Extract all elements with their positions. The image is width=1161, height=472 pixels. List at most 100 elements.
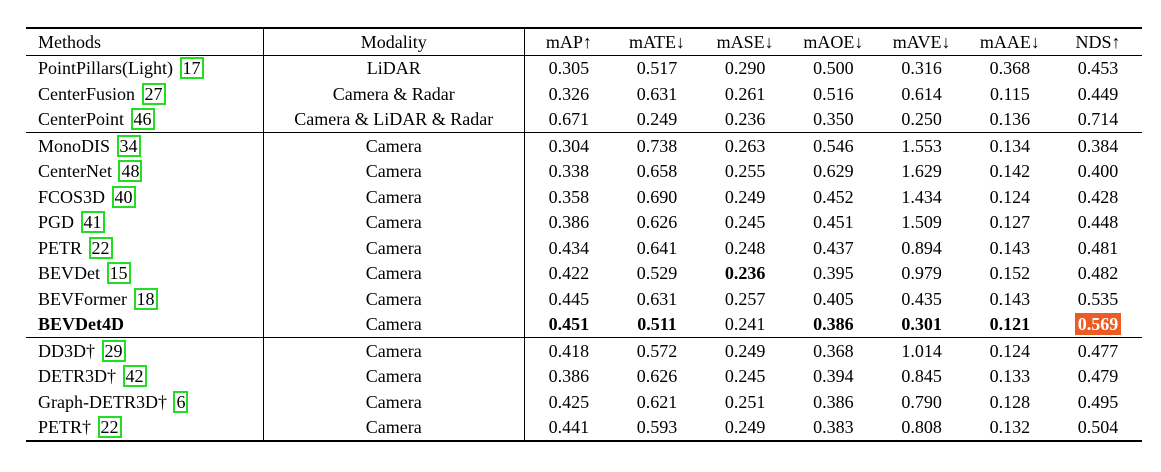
citation-link[interactable]: 34: [116, 134, 141, 157]
map-cell: 0.425: [548, 391, 590, 412]
table-row: Graph-DETR3D† 6 Camera 0.425 0.621 0.251…: [26, 389, 1142, 415]
mate-cell: 0.631: [636, 288, 678, 309]
method-name: Graph-DETR3D†: [38, 391, 167, 412]
method-name: PETR: [38, 237, 83, 258]
maoe-cell: 0.394: [813, 366, 854, 386]
method-cell: FCOS3D 40: [26, 184, 264, 210]
method-cell: BEVDet 15: [26, 260, 264, 286]
maoe-cell: 0.383: [813, 417, 854, 437]
maoe-cell: 0.368: [813, 340, 854, 361]
header-maae: mAAE↓: [979, 31, 1040, 52]
method-name: CenterNet: [38, 161, 112, 181]
method-name: MonoDIS: [38, 135, 111, 156]
modality-cell: Camera: [263, 209, 525, 235]
header-mave: mAVE↓: [892, 31, 951, 52]
method-name: FCOS3D: [38, 186, 106, 207]
nds-cell: 0.477: [1077, 340, 1119, 361]
table-row: DETR3D† 42 Camera 0.386 0.626 0.245 0.39…: [26, 363, 1142, 389]
mase-cell: 0.245: [724, 212, 766, 232]
mave-cell: 1.509: [901, 212, 942, 232]
citation-link[interactable]: 22: [97, 416, 122, 438]
mate-cell: 0.572: [636, 340, 678, 361]
header-mate: mATE↓: [628, 31, 685, 52]
method-name: BEVDet: [38, 263, 100, 283]
modality-cell: Camera & LiDAR & Radar: [263, 106, 525, 133]
table-row: MonoDIS 34 Camera 0.304 0.738 0.263 0.54…: [26, 132, 1142, 159]
maoe-cell: 0.451: [813, 212, 854, 232]
maae-cell: 0.128: [989, 391, 1031, 412]
mase-cell: 0.257: [724, 288, 766, 309]
modality-cell: Camera: [263, 311, 525, 338]
maoe-cell: 0.546: [813, 135, 854, 156]
maoe-cell: 0.350: [813, 109, 854, 129]
maae-cell: 0.134: [989, 135, 1031, 156]
results-table: Methods Modality mAP↑ mATE↓ mASE↓ mAOE↓ …: [26, 27, 1142, 442]
mave-cell: 0.894: [901, 237, 942, 258]
maae-cell: 0.133: [989, 366, 1031, 386]
maoe-cell: 0.516: [813, 83, 854, 104]
method-cell: PGD 41: [26, 209, 264, 235]
map-cell: 0.441: [548, 417, 590, 437]
citation-link[interactable]: 17: [179, 57, 204, 79]
citation-link[interactable]: 6: [173, 390, 189, 413]
method-cell: DD3D† 29: [26, 337, 264, 364]
citation-link[interactable]: 18: [133, 287, 158, 310]
nds-cell: 0.714: [1077, 109, 1119, 129]
method-name: DD3D†: [38, 340, 95, 361]
map-cell: 0.445: [548, 288, 590, 309]
table-row: BEVDet 15 Camera 0.422 0.529 0.236 0.395…: [26, 260, 1142, 286]
nds-cell: 0.400: [1077, 161, 1119, 181]
mate-cell: 0.593: [636, 417, 678, 437]
modality-cell: Camera: [263, 132, 525, 159]
citation-link[interactable]: 46: [130, 108, 155, 130]
nds-cell: 0.479: [1077, 366, 1119, 386]
mave-cell: 1.629: [901, 161, 942, 181]
method-name: PETR†: [38, 417, 92, 437]
mase-cell: 0.263: [724, 135, 766, 156]
map-cell: 0.386: [548, 212, 590, 232]
maae-cell: 0.143: [989, 237, 1031, 258]
mate-cell: 0.626: [636, 212, 678, 232]
maoe-cell: 0.452: [813, 186, 854, 207]
maoe-cell: 0.437: [813, 237, 854, 258]
mate-cell-best: 0.511: [637, 314, 677, 334]
mate-cell: 0.626: [636, 366, 678, 386]
mase-cell-best: 0.236: [724, 263, 766, 283]
mase-cell: 0.290: [724, 58, 766, 78]
citation-link[interactable]: 29: [101, 339, 126, 362]
method-name: CenterFusion: [38, 83, 135, 104]
table-row: PETR† 22 Camera 0.441 0.593 0.249 0.383 …: [26, 414, 1142, 441]
method-cell: BEVDet4D: [26, 311, 264, 338]
table-row: PointPillars(Light) 17 LiDAR 0.305 0.517…: [26, 55, 1142, 81]
citation-link[interactable]: 42: [122, 365, 147, 387]
nds-cell: 0.535: [1077, 288, 1119, 309]
citation-link[interactable]: 41: [80, 211, 105, 233]
header-nds: NDS↑: [1075, 31, 1121, 52]
citation-link[interactable]: 27: [141, 82, 166, 105]
table-row: CenterNet 48 Camera 0.338 0.658 0.255 0.…: [26, 158, 1142, 184]
mase-cell: 0.249: [724, 417, 766, 437]
citation-link[interactable]: 22: [88, 236, 113, 259]
modality-cell: Camera: [263, 414, 525, 441]
mase-cell: 0.236: [724, 109, 766, 129]
table-row: DD3D† 29 Camera 0.418 0.572 0.249 0.368 …: [26, 337, 1142, 364]
map-cell-best: 0.451: [548, 314, 590, 334]
method-cell: CenterNet 48: [26, 158, 264, 184]
mave-cell-best: 0.301: [901, 314, 942, 334]
nds-cell: 0.481: [1077, 237, 1119, 258]
citation-link[interactable]: 48: [118, 160, 143, 182]
table-row: PGD 41 Camera 0.386 0.626 0.245 0.451 1.…: [26, 209, 1142, 235]
group-multimodal: PointPillars(Light) 17 LiDAR 0.305 0.517…: [26, 55, 1142, 133]
nds-cell: 0.482: [1077, 263, 1119, 283]
citation-link[interactable]: 15: [106, 262, 131, 284]
mase-cell: 0.255: [724, 161, 766, 181]
header-row: Methods Modality mAP↑ mATE↓ mASE↓ mAOE↓ …: [26, 28, 1142, 55]
method-name: PointPillars(Light): [38, 58, 173, 78]
table-row: CenterFusion 27 Camera & Radar 0.326 0.6…: [26, 81, 1142, 107]
group-camera: MonoDIS 34 Camera 0.304 0.738 0.263 0.54…: [26, 132, 1142, 338]
table-row: PETR 22 Camera 0.434 0.641 0.248 0.437 0…: [26, 235, 1142, 261]
map-cell: 0.418: [548, 340, 590, 361]
maae-cell: 0.136: [989, 109, 1031, 129]
citation-link[interactable]: 40: [111, 185, 136, 208]
nds-cell: 0.428: [1077, 186, 1119, 207]
